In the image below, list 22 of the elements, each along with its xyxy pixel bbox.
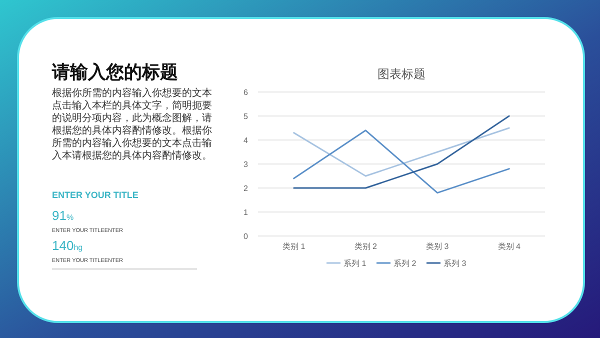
legend-label: 系列 1 — [344, 259, 367, 268]
text: 根据你所需的内容输入你想要的文本点击输入本栏的具体文字，简明扼要的说明分项内容，此为概念图解，请根据您的具体内容酌情修改。根据你所需的内容输入你想要的文本点击输入本请根据您的具体内容酌情修改。 — [52, 87, 212, 162]
text: 请输入您的标题 — [51, 62, 178, 82]
y-tick-label: 6 — [244, 88, 249, 97]
y-tick-label: 5 — [244, 112, 249, 121]
y-tick-label: 4 — [244, 136, 249, 145]
x-tick-label: 类别 2 — [354, 242, 378, 251]
y-tick-label: 3 — [244, 160, 249, 169]
legend-label: 系列 3 — [444, 259, 467, 268]
y-tick-label: 2 — [244, 184, 249, 193]
line-series — [293, 130, 510, 194]
text: 91% — [52, 208, 74, 223]
text: ENTER YOUR TITLE — [52, 190, 138, 200]
chart-title: 图表标题 — [378, 67, 426, 81]
line-series — [293, 127, 510, 177]
y-tick-label: 0 — [244, 232, 249, 241]
x-tick-label: 类别 3 — [426, 242, 450, 251]
legend-label: 系列 2 — [394, 259, 417, 268]
x-tick-label: 类别 1 — [282, 242, 306, 251]
text: 140hg — [52, 238, 83, 253]
y-tick-label: 1 — [244, 208, 249, 217]
x-tick-label: 类别 4 — [498, 242, 522, 251]
